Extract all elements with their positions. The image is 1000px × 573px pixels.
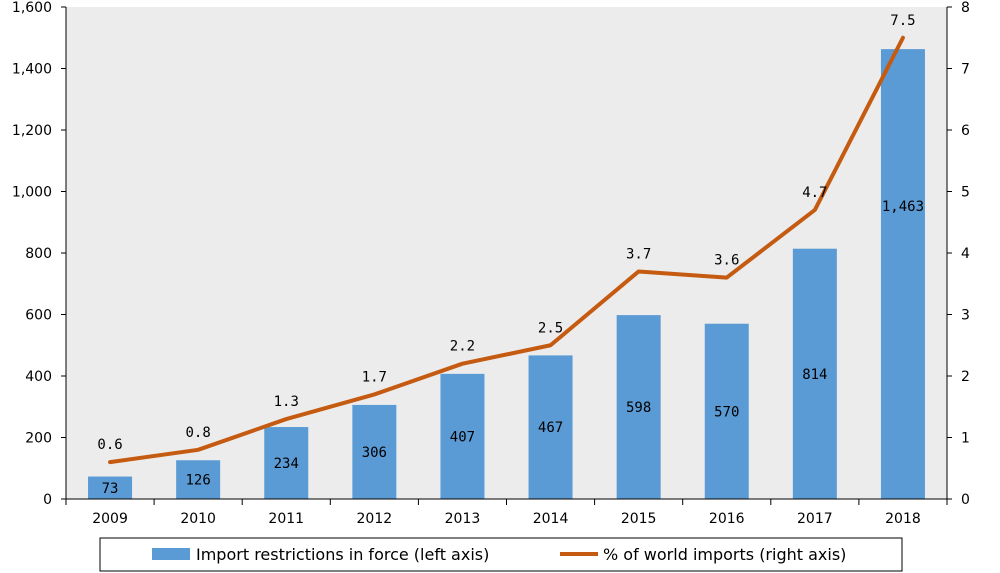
bar-value-label: 407 [450,429,475,445]
y-right-tick-label: 2 [961,369,970,385]
y-right-tick-label: 4 [961,246,970,262]
line-value-label: 2.5 [538,320,563,336]
bar-2012 [352,404,397,499]
x-tick-label: 2010 [180,511,216,527]
bar-value-label: 570 [714,404,739,420]
line-value-label: 1.3 [274,394,299,410]
line-value-label: 2.2 [450,339,475,355]
bar-2011 [264,427,309,499]
line-series: 0.6 0.8 1.3 1.7 2.2 2.5 3.7 3.6 4.7 7.5 [97,13,916,465]
bar-value-label: 126 [186,473,211,489]
line-value-label: 7.5 [890,13,915,29]
bar-value-label: 598 [626,400,651,416]
y-left-tick-label: 1,600 [12,0,52,16]
y-left-tick-label: 1,200 [12,123,52,139]
y-right-tick-label: 0 [961,492,970,508]
bar-value-label: 73 [102,481,119,497]
line-path [108,35,905,465]
bar-2010 [176,460,221,499]
legend: Import restrictions in force (left axis)… [99,537,903,572]
y-left-tick-label: 1,000 [12,185,52,201]
bar-2015 [616,315,661,499]
x-tick-label: 2012 [357,511,393,527]
y-left-tick-label: 0 [43,492,52,508]
line-value-label: 0.8 [186,425,211,441]
bar-value-label: 814 [802,367,827,383]
legend-label-bars: Import restrictions in force (left axis) [196,545,489,564]
y-left-tick-label: 600 [25,308,52,324]
x-tick-label: 2009 [92,511,128,527]
y-right-tick-label: 3 [961,308,970,324]
bar-2018 [880,49,925,499]
x-tick-label: 2014 [533,511,569,527]
bar-2014 [528,355,573,499]
y-left-tick-label: 1,400 [12,62,52,78]
y-right-tick-label: 6 [961,123,970,139]
bar-value-label: 467 [538,420,563,436]
bar-value-label: 234 [274,456,299,472]
y-left-tick-label: 800 [25,246,52,262]
bar-2017 [792,248,837,499]
y-right-tick-label: 1 [961,431,970,447]
bar-2016 [704,323,749,499]
y-left-tick-label: 200 [25,431,52,447]
bar-2009 [88,476,133,499]
legend-swatch-bars [152,548,190,560]
y-right-tick-label: 7 [961,62,970,78]
y-right-tick-label: 5 [961,185,970,201]
bar-series: 73 126 234 306 407 467 598 570 814 1,463 [88,49,925,499]
x-tick-label: 2013 [445,511,481,527]
y-left-tick-label: 400 [25,369,52,385]
line-value-label: 1.7 [362,369,387,385]
bar-value-label: 1,463 [882,199,924,215]
x-tick-label: 2011 [268,511,304,527]
line-value-label: 3.7 [626,246,651,262]
x-tick-label: 2016 [709,511,745,527]
line-value-label: 4.7 [802,185,827,201]
bar-2013 [440,373,485,499]
y-right-tick-label: 8 [961,0,970,16]
line-value-label: 3.6 [714,253,739,269]
x-tick-label: 2018 [885,511,921,527]
line-value-label: 0.6 [97,437,122,453]
legend-label-line: % of world imports (right axis) [603,545,846,564]
x-tick-label: 2017 [797,511,833,527]
x-tick-label: 2015 [621,511,657,527]
axes: 02004006008001,0001,2001,4001,6000123456… [12,0,970,527]
legend-box [99,537,903,572]
bar-value-label: 306 [362,445,387,461]
